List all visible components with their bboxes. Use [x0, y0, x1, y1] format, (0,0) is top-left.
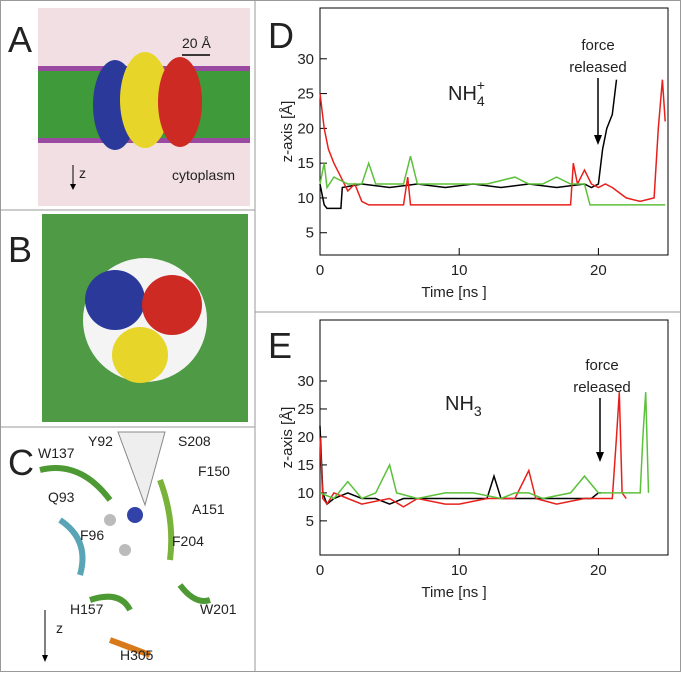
species-sub: 4 — [477, 93, 485, 109]
series-line — [319, 425, 602, 506]
region-label: cytoplasm — [172, 167, 235, 183]
residue-label: F96 — [80, 527, 104, 543]
residue-label: Y92 — [88, 433, 113, 449]
panel-label: B — [8, 229, 32, 270]
topview-image — [42, 214, 248, 422]
residue-label: Q93 — [48, 489, 75, 505]
panel-label: E — [268, 325, 292, 366]
y-tick-label: 30 — [297, 373, 314, 390]
species-label: NH4+ — [448, 77, 485, 109]
x-tick-label: 20 — [590, 262, 607, 279]
y-axis-label: z-axis [Å] — [279, 407, 296, 469]
panel-label: C — [8, 442, 34, 483]
residue-label: A151 — [192, 501, 225, 517]
residue-label: F204 — [172, 533, 204, 549]
residue-label: W137 — [38, 445, 75, 461]
axis-label: z — [56, 620, 63, 636]
annotation: force — [585, 357, 618, 374]
x-axis-label: Time [ns ] — [421, 284, 486, 301]
species-sup: + — [477, 77, 485, 93]
species-label: NH3 — [445, 393, 482, 419]
panel-label: A — [8, 19, 32, 60]
y-tick-label: 5 — [306, 225, 314, 242]
series-line — [319, 79, 666, 206]
y-tick-label: 30 — [297, 51, 314, 68]
annotation: force — [581, 37, 614, 54]
y-tick-label: 15 — [297, 155, 314, 172]
x-tick-label: 0 — [316, 562, 324, 579]
membrane-image — [38, 8, 250, 206]
pore-image — [39, 431, 211, 662]
y-tick-label: 10 — [297, 485, 314, 502]
y-tick-label: 20 — [297, 120, 314, 137]
annotation: released — [573, 379, 631, 396]
x-tick-label: 10 — [451, 262, 468, 279]
series-line — [319, 392, 627, 508]
y-tick-label: 25 — [297, 86, 314, 103]
residue-label: F150 — [198, 463, 230, 479]
residue-label: S208 — [178, 433, 211, 449]
species-base: NH — [445, 393, 474, 415]
residue-label: H305 — [120, 647, 154, 663]
x-tick-label: 0 — [316, 262, 324, 279]
plot-frame — [319, 7, 669, 256]
annotation-arrowhead — [596, 452, 604, 462]
series-line — [319, 392, 650, 500]
panel-label: D — [268, 15, 294, 56]
annotation-arrowhead — [594, 135, 602, 145]
series-line — [319, 156, 666, 206]
y-tick-label: 10 — [297, 190, 314, 207]
axis-label: z — [79, 165, 86, 181]
x-tick-label: 20 — [590, 562, 607, 579]
residue-label: W201 — [200, 601, 237, 617]
y-tick-label: 5 — [306, 513, 314, 530]
series-line — [319, 79, 618, 210]
residue-label: H157 — [70, 601, 104, 617]
annotation: released — [569, 59, 627, 76]
x-axis-label: Time [ns ] — [421, 584, 486, 601]
species-base: NH — [448, 83, 477, 105]
scale-label: 20 Å — [182, 35, 211, 51]
y-tick-label: 25 — [297, 401, 314, 418]
x-tick-label: 10 — [451, 562, 468, 579]
y-tick-label: 15 — [297, 457, 314, 474]
species-sub: 3 — [474, 403, 482, 419]
y-axis-label: z-axis [Å] — [279, 101, 296, 163]
y-tick-label: 20 — [297, 429, 314, 446]
